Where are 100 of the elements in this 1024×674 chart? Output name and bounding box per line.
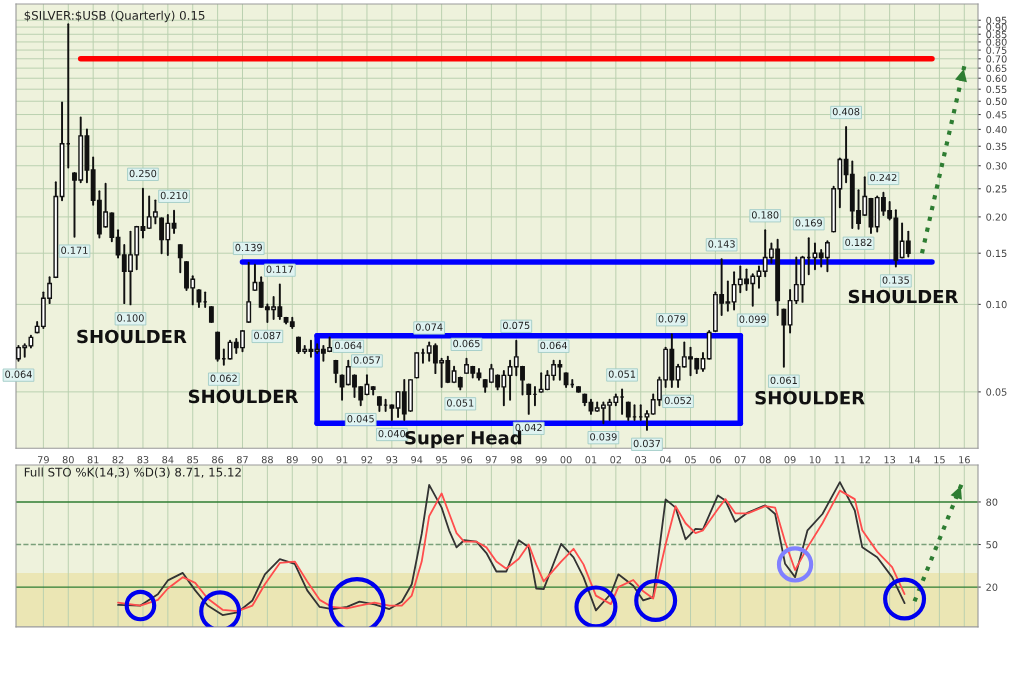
y-tick-label: 0.75 [986, 46, 1007, 54]
x-tick-label: 84 [162, 456, 174, 464]
x-tick-label: 80 [62, 456, 74, 464]
y-tick-label: 0.10 [986, 300, 1007, 309]
annotation: 0.057 [353, 356, 381, 364]
x-tick-label: 03 [635, 456, 647, 464]
x-tick-label: 14 [909, 456, 921, 464]
annotation: 0.250 [129, 169, 157, 178]
y-tick-label: 0.65 [986, 64, 1007, 72]
annotation: 0.099 [739, 315, 766, 323]
annotation: 0.062 [210, 374, 237, 382]
annotation: 0.117 [266, 265, 293, 273]
annotation: 0.135 [882, 276, 909, 284]
y-tick-label: 0.30 [986, 162, 1007, 170]
x-tick-label: 95 [436, 456, 447, 464]
x-tick-label: 96 [460, 456, 473, 464]
y-tick-label: 0.80 [986, 38, 1007, 46]
annotation: 0.100 [117, 314, 144, 322]
text: $SILVER:$USB (Quarterly) 0.15 [24, 10, 205, 23]
x-tick-label: 79 [37, 456, 49, 464]
x-tick-label: 89 [286, 456, 298, 464]
annotation: 0.045 [347, 415, 374, 423]
y-tick-label: 0.85 [986, 30, 1007, 39]
annotation: 0.061 [770, 376, 797, 385]
annotation: 0.051 [608, 370, 636, 378]
x-tick-label: 07 [734, 456, 746, 464]
x-tick-label: 93 [386, 456, 398, 464]
y-tick-label: 0.45 [986, 111, 1007, 119]
y-tick-label: 50 [986, 541, 998, 549]
y-tick-label: 0.95 [986, 16, 1007, 25]
y-tick-label: 0.90 [986, 23, 1007, 31]
x-tick-label: 82 [112, 456, 124, 464]
annotation: SHOULDER [755, 390, 865, 405]
annotation: 0.040 [378, 429, 406, 438]
y-tick-label: 0.05 [986, 388, 1007, 396]
x-tick-label: 94 [411, 456, 423, 464]
annotation: 0.139 [235, 243, 262, 252]
annotation: 0.074 [415, 323, 443, 331]
annotation: SHOULDER [188, 389, 299, 404]
y-tick-label: 0.15 [986, 249, 1007, 258]
x-tick-label: 86 [212, 456, 224, 464]
x-tick-label: 04 [660, 456, 672, 464]
x-tick-label: 91 [336, 456, 348, 464]
x-tick-label: 12 [859, 456, 870, 464]
x-tick-label: 05 [684, 456, 696, 464]
x-tick-label: 98 [510, 456, 522, 464]
annotation: 0.064 [5, 370, 32, 378]
annotation: 0.064 [540, 341, 567, 350]
annotation: SHOULDER [77, 329, 187, 344]
annotation: 0.143 [708, 240, 735, 248]
annotation: 0.037 [633, 439, 661, 448]
x-tick-label: 99 [535, 456, 547, 464]
x-tick-label: 88 [261, 456, 273, 464]
x-tick-label: 11 [834, 456, 846, 464]
annotation: 0.180 [751, 211, 779, 219]
x-tick-label: 02 [610, 456, 622, 464]
x-tick-label: 08 [759, 456, 771, 464]
y-tick-label: 0.60 [986, 74, 1007, 83]
x-tick-label: 00 [560, 456, 572, 464]
annotation: 0.052 [664, 396, 692, 405]
annotation: 0.169 [795, 219, 822, 227]
x-tick-label: 83 [137, 456, 149, 464]
y-tick-label: 0.25 [986, 185, 1007, 193]
chart-title: Full STO %K(14,3) %D(3) 8.71, 15.12 [24, 467, 241, 479]
x-tick-label: 01 [585, 456, 597, 464]
annotation: 0.182 [845, 238, 872, 247]
y-tick-label: 0.20 [986, 213, 1007, 221]
y-tick-label: 0.50 [986, 97, 1007, 106]
y-tick-label: 20 [986, 583, 998, 591]
annotation: 0.039 [590, 433, 617, 441]
x-tick-label: 87 [236, 456, 248, 464]
annotation: 0.075 [503, 321, 530, 330]
x-tick-label: 13 [884, 456, 896, 464]
annotation: 0.065 [453, 339, 480, 348]
annotation: 0.087 [254, 331, 281, 340]
x-tick-label: 97 [485, 456, 497, 464]
annotation: Super Head [405, 430, 522, 449]
x-tick-label: 90 [311, 456, 323, 464]
x-tick-label: 81 [87, 456, 99, 464]
x-tick-label: 09 [784, 456, 796, 464]
annotation: 0.051 [447, 399, 474, 407]
y-tick-label: 0.55 [986, 85, 1007, 94]
x-tick-label: 06 [709, 456, 721, 464]
x-tick-label: 16 [959, 456, 970, 464]
annotation: SHOULDER [848, 289, 959, 304]
x-tick-label: 10 [809, 456, 821, 464]
annotation: 0.064 [335, 341, 362, 350]
y-tick-label: 80 [986, 498, 998, 506]
y-tick-label: 0.40 [986, 125, 1007, 134]
annotation: 0.171 [61, 246, 88, 254]
annotation: 0.079 [658, 315, 686, 323]
annotation: 0.042 [515, 423, 542, 432]
annotation: 0.242 [870, 173, 897, 182]
x-tick-label: 15 [934, 456, 945, 464]
annotation: 0.210 [160, 191, 188, 200]
x-tick-label: 85 [187, 456, 199, 464]
y-tick-label: 0.70 [986, 55, 1007, 63]
y-tick-label: 0.35 [986, 142, 1007, 151]
x-tick-label: 92 [361, 456, 373, 464]
annotation: 0.408 [832, 107, 860, 116]
